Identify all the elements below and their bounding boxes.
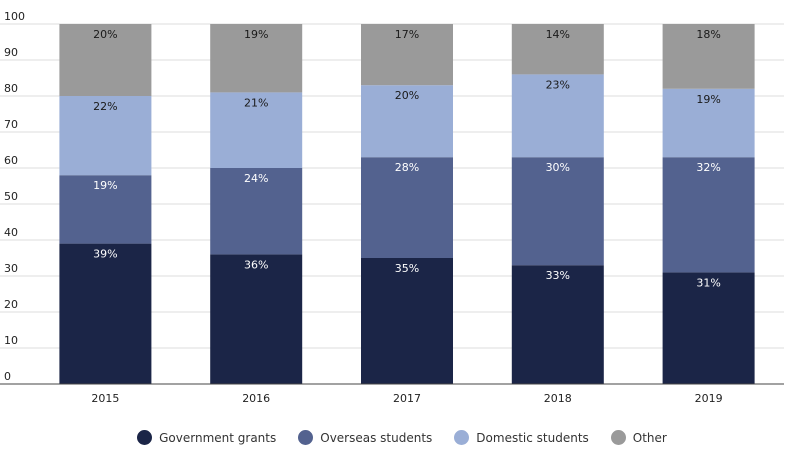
- legend-swatch-icon: [454, 430, 470, 445]
- data-label: 20%: [93, 28, 117, 41]
- bar-segment-2019-0: [662, 272, 755, 384]
- bar-segment-2016-2: [210, 92, 303, 168]
- bar-segment-2017-2: [361, 85, 453, 158]
- legend-label: Government grants: [159, 430, 277, 445]
- bar-segment-2018-3: [511, 24, 604, 75]
- data-label: 23%: [546, 78, 570, 91]
- data-label: 20%: [395, 89, 419, 102]
- bar-segment-2018-1: [511, 157, 604, 266]
- bar-segment-2019-1: [662, 157, 755, 273]
- legend-item: Other: [610, 430, 667, 445]
- data-label: 19%: [696, 93, 720, 106]
- x-tick-label: 2016: [242, 392, 270, 405]
- y-tick-label: 90: [4, 46, 18, 59]
- data-label: 24%: [244, 172, 268, 185]
- data-label: 30%: [546, 161, 570, 174]
- data-label: 14%: [546, 28, 570, 41]
- x-tick-label: 2019: [695, 392, 723, 405]
- y-tick-label: 40: [4, 226, 18, 239]
- y-tick-label: 30: [4, 262, 18, 275]
- data-label: 22%: [93, 100, 117, 113]
- legend-label: Overseas students: [320, 430, 433, 445]
- x-tick-label: 2018: [544, 392, 572, 405]
- legend: Government grants Overseas students Domest…: [0, 430, 804, 445]
- data-label: 32%: [696, 161, 720, 174]
- legend-item: Domestic students: [454, 430, 589, 445]
- y-tick-label: 50: [4, 190, 18, 203]
- bar-segment-2017-3: [361, 24, 453, 86]
- bar-segment-2015-0: [59, 243, 152, 384]
- y-tick-label: 100: [4, 10, 25, 23]
- data-label: 19%: [93, 179, 117, 192]
- bar-segment-2018-2: [511, 74, 604, 158]
- data-label: 19%: [244, 28, 268, 41]
- bars: 39% 19% 22% 20% 36% 24% 21% 19% 35% 28% 20% 17% 33% 3…: [59, 24, 755, 384]
- legend-label: Other: [632, 430, 667, 445]
- legend-swatch-icon: [137, 430, 153, 445]
- y-tick-label: 20: [4, 298, 18, 311]
- y-tick-label: 80: [4, 82, 18, 95]
- bar-segment-2015-3: [59, 24, 152, 96]
- legend-swatch-icon: [610, 430, 626, 445]
- bar-segment-2018-0: [511, 265, 604, 384]
- data-label: 35%: [395, 262, 419, 275]
- y-axis-tick-labels: 0 10 20 30 40 50 60 70 80 90 100: [4, 10, 25, 383]
- bar-segment-2019-2: [662, 88, 755, 158]
- legend-swatch-icon: [298, 430, 314, 445]
- data-label: 33%: [546, 269, 570, 282]
- data-label: 17%: [395, 28, 419, 41]
- data-label: 36%: [244, 258, 268, 271]
- data-label: 28%: [395, 161, 419, 174]
- legend-item: Overseas students: [298, 430, 432, 445]
- bar-segment-2017-1: [361, 157, 453, 258]
- bar-segment-2015-1: [59, 175, 152, 244]
- legend-item: Government grants: [137, 430, 276, 445]
- bar-segment-2016-0: [210, 254, 303, 384]
- data-label: 31%: [696, 276, 720, 289]
- data-label: 18%: [696, 28, 720, 41]
- y-tick-label: 60: [4, 154, 18, 167]
- data-label: 39%: [93, 248, 117, 261]
- legend-label: Domestic students: [476, 430, 589, 445]
- data-label: 21%: [244, 96, 268, 109]
- bar-segment-2015-2: [59, 96, 152, 176]
- y-tick-label: 70: [4, 118, 18, 131]
- bar-segment-2016-1: [210, 168, 303, 255]
- bar-segment-2019-3: [662, 24, 755, 89]
- x-tick-label: 2017: [393, 392, 421, 405]
- bar-segment-2017-0: [361, 258, 453, 384]
- x-axis-tick-labels: 2015 2016 2017 2018 2019: [91, 392, 722, 405]
- bar-segment-2016-3: [210, 24, 303, 93]
- y-tick-label: 10: [4, 334, 18, 347]
- y-tick-label: 0: [4, 370, 11, 383]
- x-tick-label: 2015: [91, 392, 119, 405]
